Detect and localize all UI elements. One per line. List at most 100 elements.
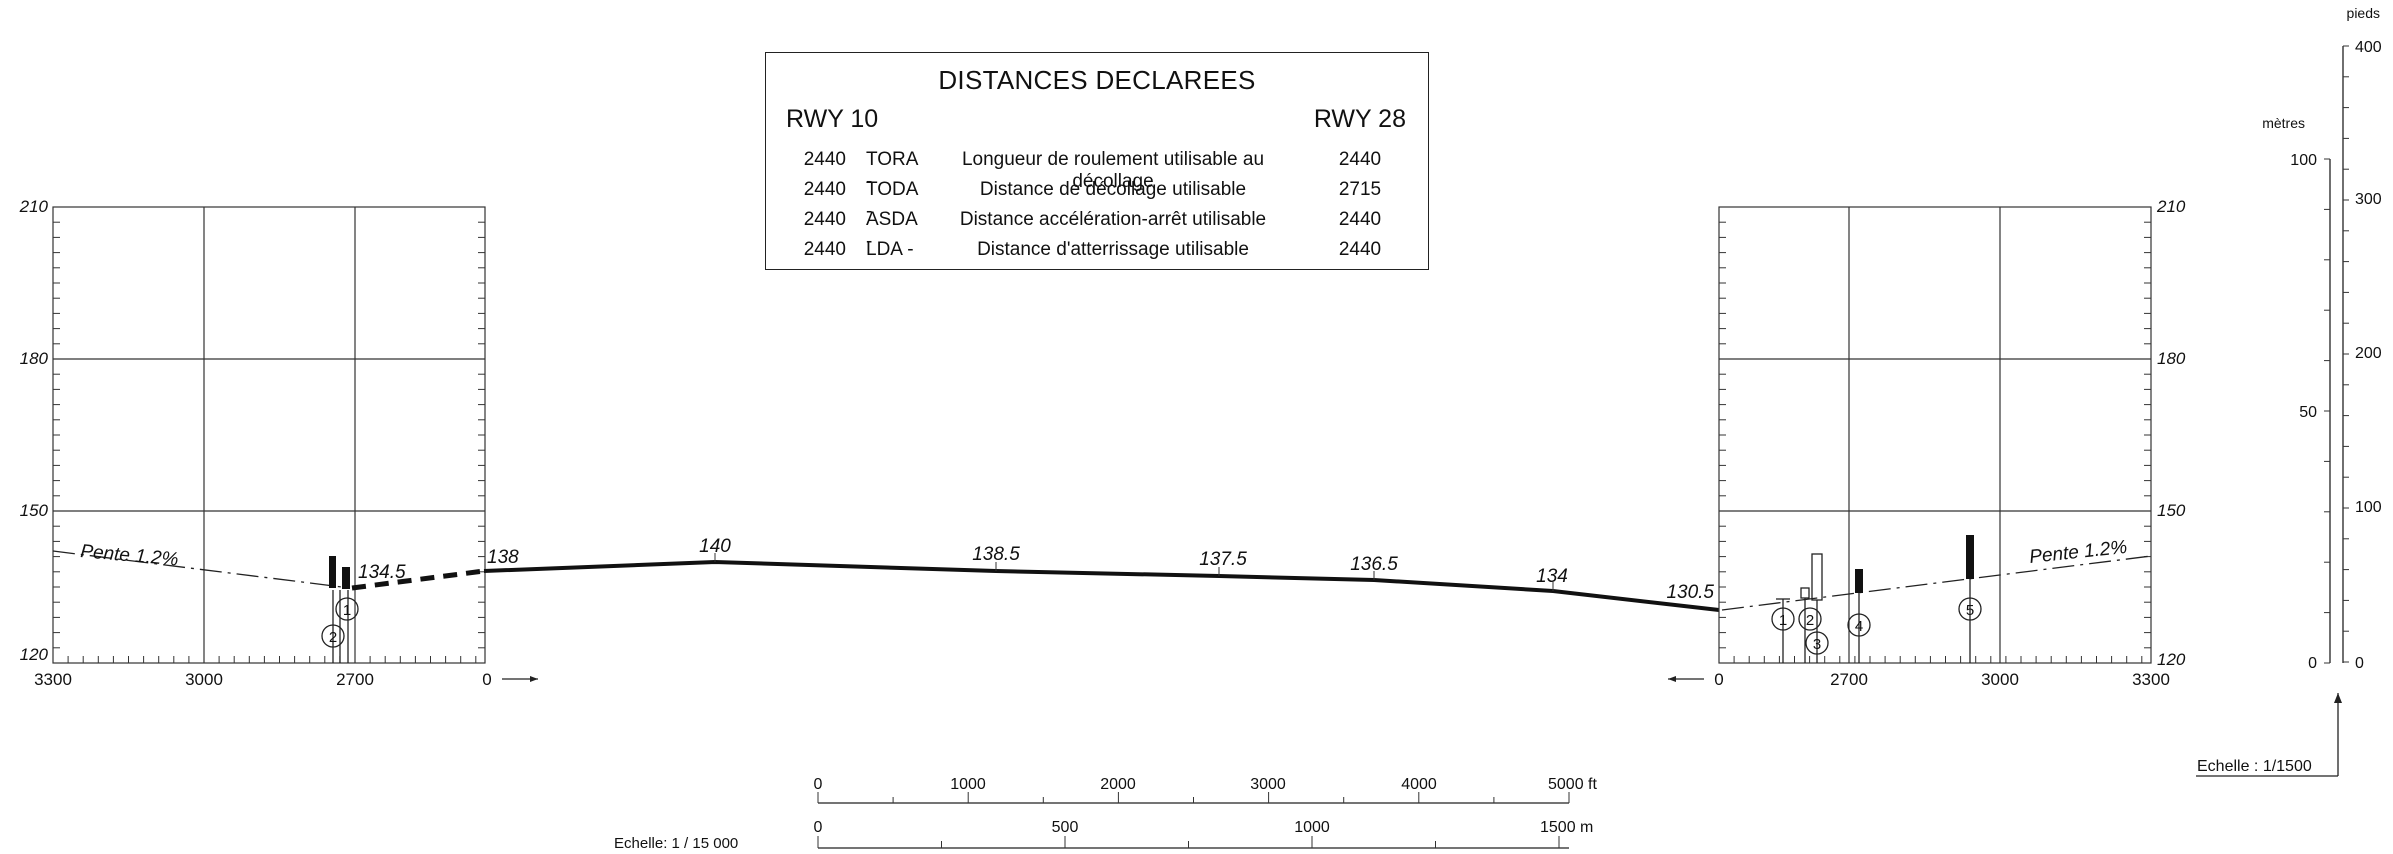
runway-elevation-label: 138 — [487, 547, 519, 568]
distance-code: ASDA - — [866, 209, 917, 252]
left-panel-frame — [52, 206, 486, 664]
right-x-label: 3000 — [1981, 670, 2019, 689]
rwy28-value: 2440 — [1338, 239, 1382, 260]
vertical-scale: pieds mètres 400 300 200 100 0 100 50 0 … — [2196, 5, 2382, 777]
right-x-label: 0 — [1714, 670, 1723, 689]
rwy10-value: 2440 — [803, 209, 846, 230]
obstacle-marker — [335, 597, 359, 621]
obstacle-marker — [1805, 631, 1829, 655]
right-panel: 210 180 150 120 0 2700 3000 3300 Pente 1… — [1666, 197, 2185, 689]
distance-description: Distance accélération-arrêt utilisable — [959, 209, 1267, 230]
obstacle-marker — [1958, 597, 1982, 621]
distance-code: TORA - — [866, 149, 918, 192]
obstacle-bar — [342, 567, 350, 589]
rwy10-value: 2440 — [803, 179, 846, 200]
obstacle-bar — [1855, 569, 1863, 593]
distance-description: Distance d'atterrissage utilisable — [977, 239, 1249, 260]
declared-distances-table: DISTANCES DECLAREES RWY 10 RWY 28 2440 T… — [765, 52, 1429, 270]
runway-profile: 138 140 138.5 137.5 136.5 134 — [351, 536, 1720, 612]
declared-distances-title: DISTANCES DECLAREES — [938, 65, 1256, 95]
left-y-label: 150 — [20, 501, 49, 520]
left-y-label: 120 — [20, 645, 49, 664]
distance-code: TODA - — [866, 179, 918, 222]
right-y-label: 150 — [2157, 501, 2186, 520]
right-minor-ticks — [1718, 206, 2151, 663]
obstacle-marker — [1798, 607, 1822, 631]
distance-description: Distance de décollage utilisable — [979, 179, 1247, 200]
right-panel-frame — [1718, 206, 2152, 664]
horizontal-scale-ft-label: 0 — [814, 776, 823, 793]
horizontal-scale-ft-label: 3000 — [1250, 776, 1286, 793]
vertical-scale-ft-label: 300 — [2355, 191, 2382, 208]
runway-elevation-label: 138.5 — [972, 544, 1020, 565]
obstacle-marker — [321, 624, 345, 648]
left-minor-ticks — [52, 206, 485, 663]
left-y-label: 210 — [19, 197, 49, 216]
left-x-label: 2700 — [336, 670, 374, 689]
rwy10-value: 2440 — [803, 239, 846, 260]
obstacle-marker-label: 5 — [1966, 602, 1974, 619]
horizontal-scale-m-label: 0 — [814, 819, 823, 836]
right-y-label: 210 — [2156, 197, 2186, 216]
obstacle-marker-label: 2 — [329, 629, 337, 646]
runway-left-heading: RWY 10 — [786, 105, 879, 133]
left-approach-slope-line — [52, 550, 351, 589]
right-threshold-elevation: 130.5 — [1666, 582, 1714, 603]
left-x-label: 3000 — [185, 670, 223, 689]
vertical-scale-m-label: 100 — [2290, 152, 2317, 169]
left-slope-label: Pente 1.2% — [80, 541, 180, 570]
vertical-scale-ft-unit: pieds — [2347, 5, 2380, 21]
left-y-label: 180 — [20, 349, 49, 368]
vertical-scale-m-label: 0 — [2308, 655, 2317, 672]
horizontal-scale-ft-label: 4000 — [1401, 776, 1437, 793]
left-threshold-elevation: 134.5 — [358, 562, 406, 583]
direction-arrow-right-icon — [502, 676, 538, 682]
runway-profile-line — [483, 559, 1720, 612]
vertical-scale-ft-label: 400 — [2355, 39, 2382, 56]
obstacle-bar — [1966, 535, 1974, 579]
horizontal-scale-text: Echelle: 1 / 15 000 — [614, 835, 738, 852]
horizontal-scale-m-label: 1000 — [1294, 819, 1330, 836]
up-arrow-icon — [2334, 693, 2342, 776]
obstacle-marker-label: 1 — [343, 602, 351, 619]
right-x-label: 3300 — [2132, 670, 2170, 689]
vertical-scale-ft-label: 0 — [2355, 655, 2364, 672]
obstacle-marker-label: 2 — [1806, 612, 1814, 629]
left-x-label: 3300 — [34, 670, 72, 689]
runway-elevation-label: 136.5 — [1350, 554, 1398, 575]
horizontal-scale: 0 1000 2000 3000 4000 5000 ft 0 500 1000… — [614, 776, 1597, 852]
direction-arrow-left-icon — [1668, 676, 1704, 682]
table-row: 2440 TORA - Longueur de roulement utilis… — [766, 149, 1428, 192]
vertical-scale-text: Echelle : 1/1500 — [2197, 758, 2312, 775]
distance-code: LDA - — [866, 239, 914, 260]
table-row: 2440 TODA - Distance de décollage utilis… — [766, 179, 1428, 222]
left-x-label: 0 — [482, 670, 491, 689]
vertical-scale-m-label: 50 — [2299, 404, 2317, 421]
horizontal-scale-m-label: 1500 m — [1540, 819, 1593, 836]
distance-description: Longueur de roulement utilisable au déco… — [961, 149, 1265, 192]
horizontal-scale-m-label: 500 — [1052, 819, 1079, 836]
obstacle-marker — [1847, 613, 1871, 637]
right-slope-label: Pente 1.2% — [2028, 537, 2128, 568]
obstacle-marker-label: 4 — [1855, 618, 1863, 635]
obstacle-marker — [1771, 607, 1795, 631]
rwy10-value: 2440 — [803, 149, 846, 170]
runway-elevation-label: 137.5 — [1199, 549, 1247, 570]
rwy28-value: 2440 — [1338, 149, 1382, 170]
rwy28-value: 2440 — [1338, 209, 1382, 230]
horizontal-scale-ft-label: 2000 — [1100, 776, 1136, 793]
right-y-label: 180 — [2157, 349, 2186, 368]
right-x-label: 2700 — [1830, 670, 1868, 689]
right-approach-slope-line — [1721, 555, 2152, 611]
vertical-scale-m-unit: mètres — [2262, 115, 2305, 131]
runway-elevation-label: 140 — [699, 536, 731, 557]
table-row: 2440 LDA - Distance d'atterrissage utili… — [766, 239, 1428, 269]
rwy28-value: 2715 — [1338, 179, 1382, 200]
runway-elevation-label: 134 — [1536, 566, 1568, 587]
runway-right-heading: RWY 28 — [1313, 105, 1406, 133]
obstacle-bar — [329, 556, 336, 588]
obstacle-marker-label: 1 — [1779, 612, 1787, 629]
left-panel: 210 180 150 120 3300 3000 2700 0 Pente 1… — [19, 197, 538, 689]
table-row: 2440 ASDA - Distance accélération-arrêt … — [766, 209, 1428, 252]
